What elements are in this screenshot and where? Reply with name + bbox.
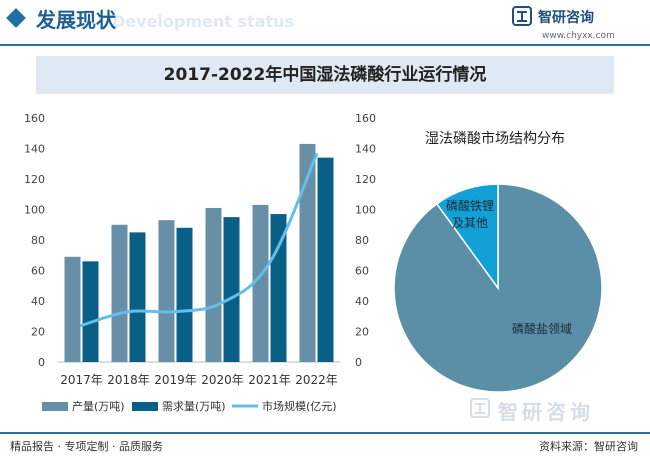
point-market-size-6 <box>315 153 318 157</box>
y-right-tick-label: 80 <box>355 234 369 247</box>
bar-production-6 <box>299 143 316 362</box>
point-market-size-2 <box>127 310 130 314</box>
footer-divider <box>0 432 650 434</box>
source-note: 资料来源：智研咨询 <box>539 440 638 453</box>
y-left-tick-label: 20 <box>31 326 45 339</box>
header: Development status 发展现状 智研咨询 www.chyxx.c… <box>0 0 650 44</box>
bar-demand-3 <box>176 227 193 362</box>
y-left-tick-label: 0 <box>38 356 45 369</box>
y-right-tick-label: 40 <box>355 295 369 308</box>
watermark: 智研咨询 <box>470 394 640 424</box>
bar-demand-4 <box>223 217 240 362</box>
pie-label-lfp-other: 磷酸铁锂及其他 <box>446 198 494 230</box>
x-tick-label: 2022年 <box>295 373 338 387</box>
legend-demand-label: 需求量(万吨) <box>162 400 226 413</box>
y-left-tick-label: 140 <box>24 143 45 156</box>
brand: 智研咨询 www.chyxx.com <box>504 6 634 42</box>
y-right-tick-label: 20 <box>355 326 369 339</box>
bar-production-3 <box>158 220 175 362</box>
bar-demand-1 <box>82 261 99 362</box>
legend-production-label: 产量(万吨) <box>72 399 125 413</box>
chart-area: 0 20 40 60 80 100 120 140 160 0 20 40 60 80 100 120 140 1… <box>24 112 603 413</box>
bar-production-2 <box>111 224 128 362</box>
bar-demand-6 <box>317 157 334 362</box>
point-market-size-4 <box>221 301 224 305</box>
section-subtitle: Development status <box>112 12 295 31</box>
y-right-tick-label: 160 <box>355 112 376 125</box>
point-market-size-5 <box>268 261 271 265</box>
x-tick-label: 2019年 <box>154 373 197 387</box>
legend-demand-swatch <box>132 402 158 411</box>
bar-production-5 <box>252 204 269 362</box>
point-market-size-3 <box>174 310 177 314</box>
y-right-tick-label: 0 <box>355 356 362 369</box>
y-right-tick-label: 120 <box>355 173 376 186</box>
y-left-tick-label: 100 <box>24 204 45 217</box>
watermark-logo-icon <box>470 398 490 418</box>
brand-name: 智研咨询 <box>538 10 594 26</box>
chart-banner: 2017-2022年中国湿法磷酸行业运行情况 <box>36 56 614 94</box>
legend-market-size-label: 市场规模(亿元) <box>262 399 337 413</box>
watermark-text: 智研咨询 <box>498 400 594 424</box>
y-left-tick-label: 40 <box>31 295 45 308</box>
legend-production-swatch <box>42 402 68 411</box>
bar-production-4 <box>205 207 222 362</box>
footer: 精品报告 · 专项定制 · 品质服务 资料来源：智研咨询 <box>0 432 650 456</box>
header-divider <box>0 44 650 46</box>
diamond-icon <box>6 8 26 28</box>
x-tick-label: 2017年 <box>60 373 103 387</box>
bar-production-1 <box>64 256 81 362</box>
point-market-size-1 <box>80 323 83 327</box>
y-right-tick-label: 140 <box>355 143 376 156</box>
pie-label-phosphate: 磷酸盐领域 <box>512 321 572 336</box>
brand-logo-icon <box>512 6 532 26</box>
x-tick-label: 2018年 <box>107 373 150 387</box>
bar-demand-2 <box>129 232 146 362</box>
y-left-tick-label: 60 <box>31 265 45 278</box>
y-left-tick-label: 80 <box>31 234 45 247</box>
section-title: 发展现状 <box>36 8 116 32</box>
brand-url[interactable]: www.chyxx.com <box>542 31 615 41</box>
pie-title: 湿法磷酸市场结构分布 <box>425 130 565 147</box>
pie-slice-lfp-other <box>435 183 499 291</box>
y-right-tick-label: 60 <box>355 265 369 278</box>
y-left-tick-label: 160 <box>24 112 45 125</box>
chart-main-title: 2017-2022年中国湿法磷酸行业运行情况 <box>163 65 487 85</box>
y-left-tick-label: 120 <box>24 173 45 186</box>
footer-slogan: 精品报告 · 专项定制 · 品质服务 <box>10 440 163 453</box>
x-tick-label: 2021年 <box>248 373 291 387</box>
x-tick-label: 2020年 <box>201 373 244 387</box>
y-right-tick-label: 100 <box>355 204 376 217</box>
